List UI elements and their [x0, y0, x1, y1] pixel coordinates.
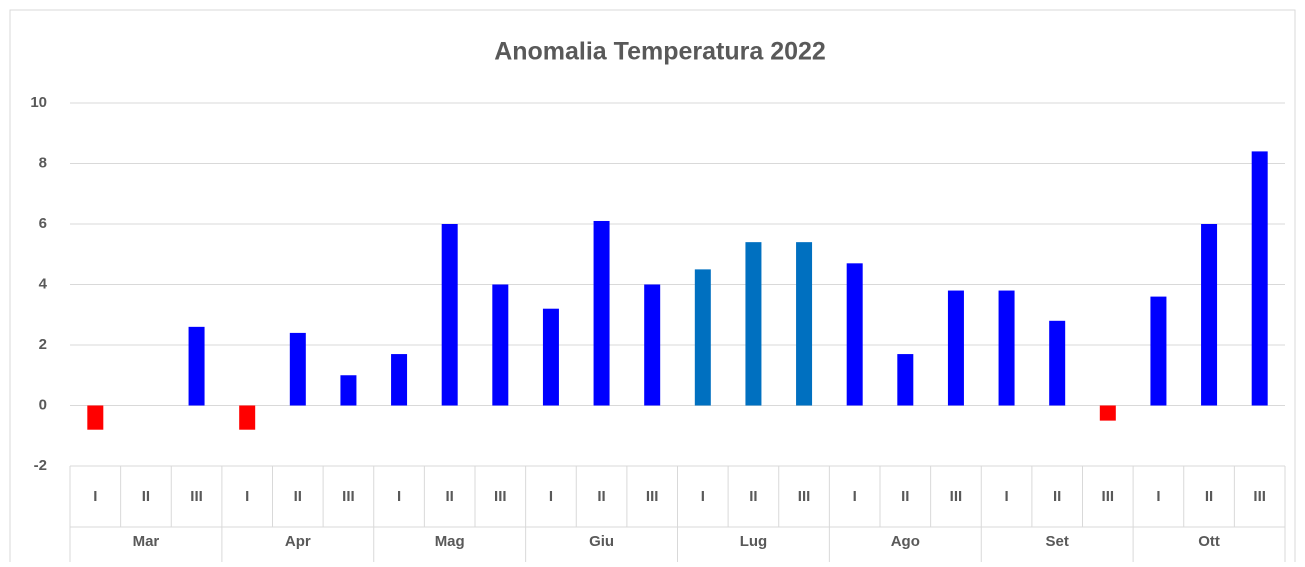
y-tick-label: 6 — [39, 215, 47, 232]
chart-border — [9, 9, 1296, 567]
bar — [745, 242, 762, 406]
x-tick-label: I — [397, 488, 401, 505]
x-tick-label: I — [701, 488, 705, 505]
bar — [1251, 151, 1268, 406]
x-tick-label: III — [342, 488, 355, 505]
group-label: Ott — [1198, 533, 1220, 550]
bar — [694, 269, 711, 406]
bar — [441, 224, 458, 406]
y-tick-label: 10 — [30, 94, 47, 111]
x-tick-label: III — [494, 488, 507, 505]
bar — [846, 263, 863, 406]
chart-title: Anomalia Temperatura 2022 — [494, 38, 826, 66]
x-tick-label: I — [853, 488, 857, 505]
y-tick-label: 2 — [39, 336, 47, 353]
group-label: Mag — [435, 533, 465, 550]
x-tick-label: III — [1102, 488, 1115, 505]
x-tick-label: II — [294, 488, 302, 505]
group-label: Apr — [285, 533, 311, 550]
bar — [998, 290, 1015, 406]
bar — [391, 354, 408, 406]
bar — [1099, 405, 1116, 421]
bar — [1150, 296, 1167, 406]
bar — [1201, 224, 1218, 406]
group-label: Giu — [589, 533, 614, 550]
x-tick-label: II — [142, 488, 150, 505]
x-tick-label: II — [749, 488, 757, 505]
bar — [644, 284, 661, 406]
group-label: Lug — [740, 533, 768, 550]
x-tick-label: III — [1253, 488, 1266, 505]
group-label: Set — [1046, 533, 1069, 550]
y-tick-label: 8 — [39, 154, 47, 171]
x-tick-label: I — [1156, 488, 1160, 505]
bar — [897, 354, 914, 406]
bar — [947, 290, 964, 406]
x-tick-label: I — [1004, 488, 1008, 505]
bar — [593, 220, 610, 406]
x-tick-label: II — [1205, 488, 1213, 505]
bar — [239, 405, 256, 430]
y-tick-label: 0 — [39, 396, 47, 413]
x-tick-label: I — [549, 488, 553, 505]
bar — [492, 284, 509, 406]
bar — [1049, 320, 1066, 406]
group-label: Ago — [891, 533, 920, 550]
group-label: Mar — [133, 533, 160, 550]
x-tick-label: III — [950, 488, 963, 505]
bar — [188, 326, 205, 406]
y-tick-label: 4 — [39, 275, 48, 292]
bar — [289, 332, 306, 406]
x-tick-label: I — [245, 488, 249, 505]
x-tick-label: II — [446, 488, 454, 505]
x-tick-label: II — [901, 488, 909, 505]
bar — [340, 375, 357, 406]
bar — [87, 405, 104, 430]
x-tick-label: III — [190, 488, 203, 505]
bar — [542, 308, 559, 406]
x-tick-label: III — [646, 488, 659, 505]
y-tick-label: -2 — [34, 457, 47, 474]
x-tick-label: III — [798, 488, 811, 505]
x-tick-label: II — [1053, 488, 1061, 505]
x-tick-label: II — [597, 488, 605, 505]
x-tick-label: I — [93, 488, 97, 505]
bar — [796, 242, 813, 406]
